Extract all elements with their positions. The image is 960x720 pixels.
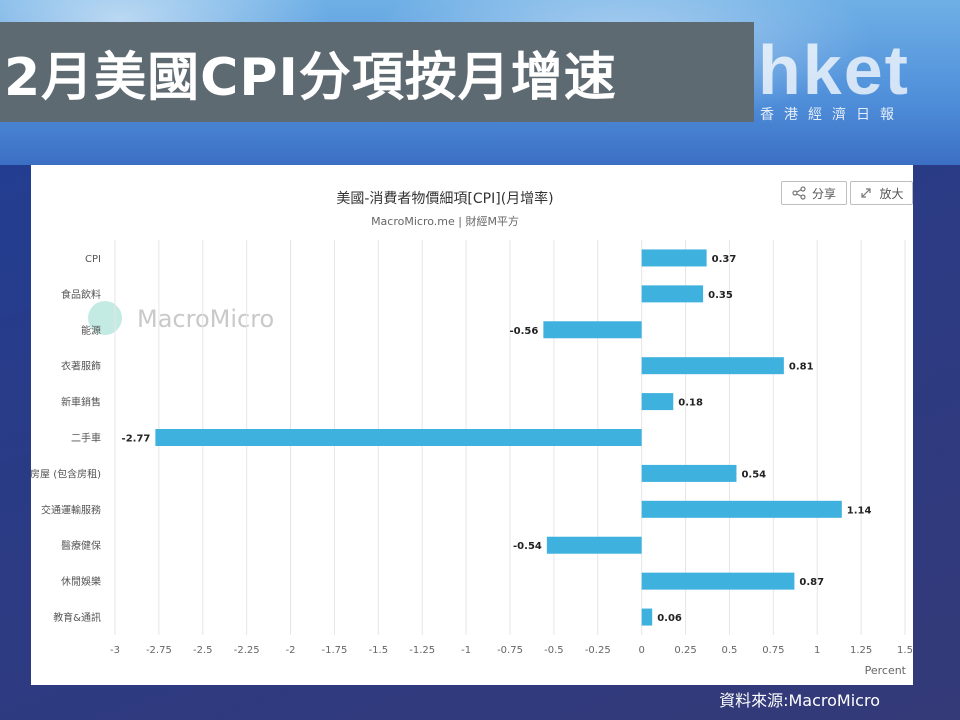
x-tick-label: 1 [814,645,820,656]
watermark: MacroMicro [88,301,274,335]
data-label: 1.14 [847,505,872,516]
data-label: -2.77 [122,434,151,445]
x-tick-label: 1.5 [897,645,913,656]
data-label: 0.06 [657,613,682,624]
x-tick-label: -1.75 [322,645,348,656]
category-label: 衣著服飾 [61,360,101,373]
bar[interactable] [641,464,737,482]
x-tick-label: 0 [638,645,644,656]
expand-icon [861,188,872,198]
bar[interactable] [641,572,795,590]
data-label: 0.35 [708,290,733,301]
x-tick-label: -1 [461,645,471,656]
x-tick-label: -2.75 [146,645,172,656]
bar[interactable] [641,500,842,518]
category-label: CPI [85,254,101,265]
category-label: 醫療健保 [61,539,101,552]
x-tick-label: -2 [286,645,296,656]
source-note: 資料來源:MacroMicro [719,691,880,710]
chart-title: 美國-消費者物價細項[CPI](月增率) [336,190,553,207]
bar[interactable] [641,608,653,626]
headline-banner: 2月美國CPI分項按月增速 [0,22,754,122]
data-label: 0.87 [799,577,824,588]
x-tick-label: -0.5 [544,645,564,656]
category-label: 新車銷售 [61,396,101,409]
brand-logo: hket 香港經濟日報 [758,30,958,125]
x-tick-label: -2.25 [234,645,260,656]
chart-card: 分享 放大 美國-消費者物價細項[CPI](月增率) MacroMicro.me… [30,165,913,685]
x-tick-label: 1.25 [850,645,872,656]
data-label: -0.54 [513,541,542,552]
share-icon [792,186,806,200]
watermark-icon [88,301,122,335]
data-label: 0.18 [678,398,703,409]
x-tick-label: 0.75 [762,645,784,656]
data-label: 0.81 [789,362,814,373]
chart-subtitle: MacroMicro.me | 財經M平方 [371,214,519,228]
x-axis-label: Percent [865,664,907,677]
expand-label: 放大 [879,186,904,201]
bar[interactable] [641,393,674,411]
bar[interactable] [543,321,642,339]
bar[interactable] [641,357,784,375]
bar[interactable] [546,536,642,554]
x-tick-label: -1.5 [369,645,389,656]
x-tick-label: -0.75 [497,645,523,656]
data-label: 0.37 [712,254,737,265]
share-label: 分享 [811,186,836,201]
x-tick-label: -1.25 [409,645,435,656]
category-label: 能源 [81,324,101,337]
category-label: 交通運輸服務 [41,503,101,516]
x-tick-label: 0.5 [721,645,737,656]
cpi-bar-chart: 美國-消費者物價細項[CPI](月增率) MacroMicro.me | 財經M… [30,190,913,677]
x-tick-label: -3 [110,645,120,656]
category-label: 休閒娛樂 [61,575,101,588]
category-label: 房屋 (包含房租) [31,467,101,480]
data-label: -0.56 [510,326,539,337]
category-label: 食品飲料 [61,288,101,301]
x-tick-label: 0.25 [674,645,696,656]
headline: 2月美國CPI分項按月增速 [4,47,617,108]
x-tick-label: -2.5 [193,645,213,656]
logo-subtitle: 香港經濟日報 [760,107,904,123]
expand-button[interactable]: 放大 [850,181,913,205]
category-label: 教育&通訊 [53,611,101,624]
bar[interactable] [641,249,707,267]
data-label: 0.54 [741,469,766,480]
logo-wordmark: hket [758,31,910,109]
bar[interactable] [155,429,642,446]
x-tick-label: -0.25 [585,645,611,656]
category-label: 二手車 [71,432,101,445]
share-button[interactable]: 分享 [781,181,847,205]
bar[interactable] [641,285,704,303]
watermark-text: MacroMicro [137,305,274,333]
